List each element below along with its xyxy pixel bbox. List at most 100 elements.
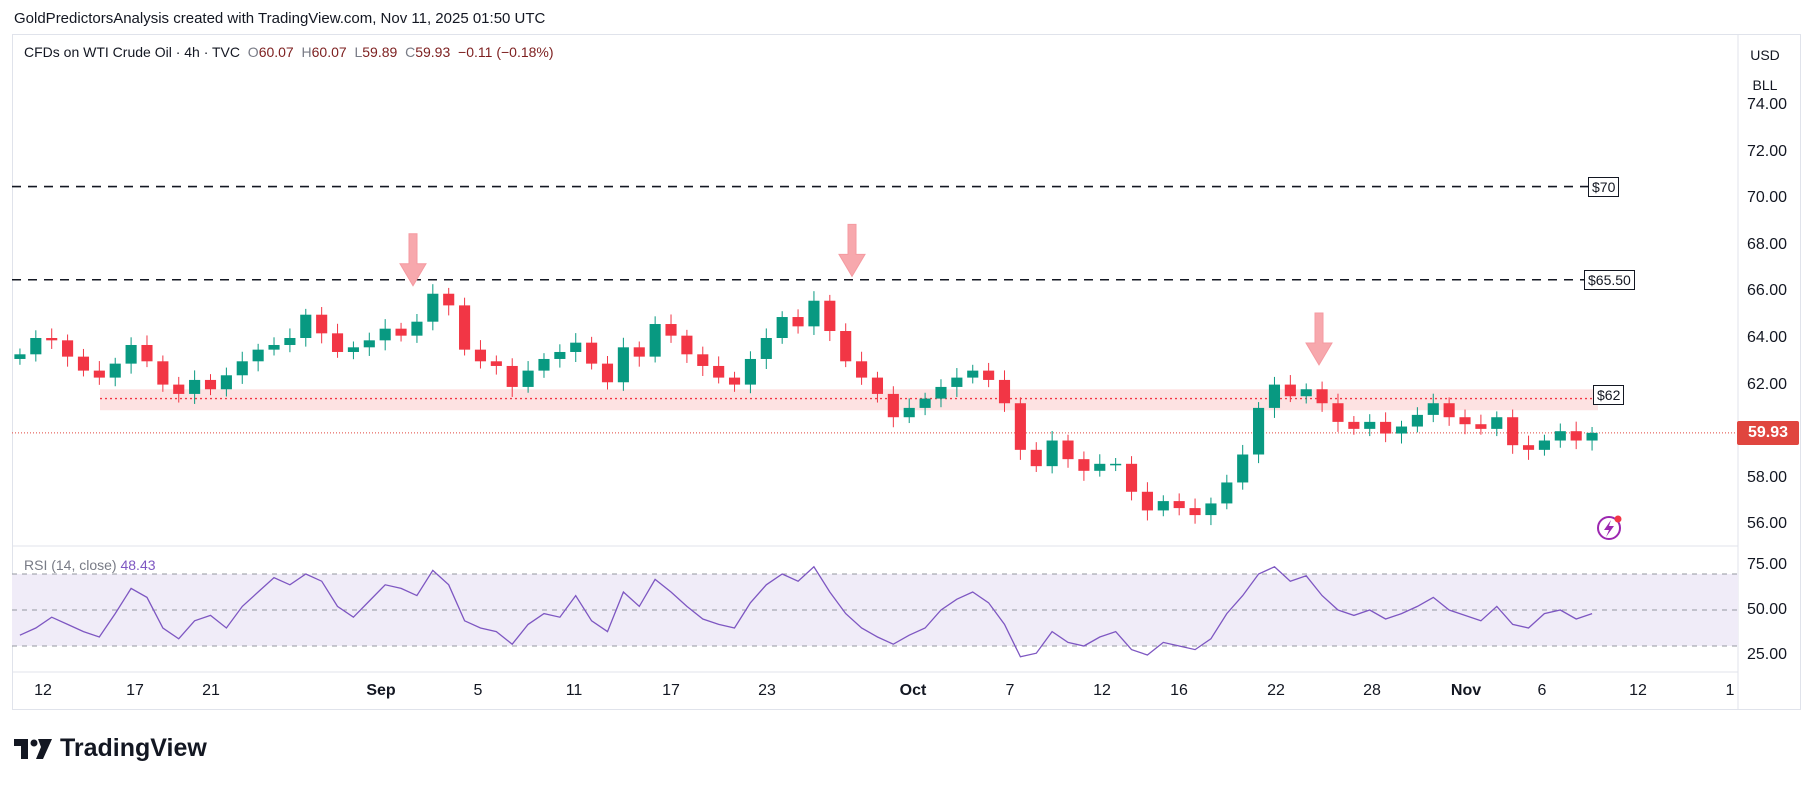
candle-body xyxy=(379,328,391,341)
candle-body xyxy=(601,363,614,383)
rsi-value: 48.43 xyxy=(120,557,156,573)
candle-body xyxy=(1364,421,1376,429)
candle-body xyxy=(538,358,550,371)
open-label: O xyxy=(247,44,259,60)
candle-body xyxy=(1395,426,1408,434)
candle-body xyxy=(633,347,645,357)
candle-body xyxy=(1554,431,1566,441)
chart-frame xyxy=(12,34,1801,710)
price-tick: 66.00 xyxy=(1747,282,1788,300)
candle-body xyxy=(1459,417,1471,425)
candle-body xyxy=(189,379,201,394)
candle-body xyxy=(681,335,693,355)
candle-body xyxy=(347,347,359,352)
candle-body xyxy=(665,324,677,336)
candle-body xyxy=(411,321,423,336)
candle-body xyxy=(792,317,804,327)
candle-body xyxy=(1316,389,1328,404)
candle-body xyxy=(1030,449,1042,467)
candle-body xyxy=(697,354,709,366)
candle-body xyxy=(776,317,788,338)
time-tick: 12 xyxy=(1629,682,1647,699)
close-value: 59.93 xyxy=(415,44,451,60)
candle-body xyxy=(1586,432,1598,441)
time-tick: 23 xyxy=(758,682,776,699)
alert-lightning-icon xyxy=(1597,515,1622,540)
time-tick: 17 xyxy=(662,682,680,699)
rsi-line xyxy=(19,565,1593,658)
unit-button[interactable]: BLL xyxy=(1752,77,1778,93)
low-value: 59.89 xyxy=(362,44,398,60)
tradingview-logo[interactable]: TradingView xyxy=(14,734,207,763)
candle-body xyxy=(1491,417,1503,429)
candle-body xyxy=(713,365,725,378)
candle-body xyxy=(125,344,137,364)
rsi-tick: 75.00 xyxy=(1747,556,1788,573)
candle-body xyxy=(649,324,661,357)
candle-body xyxy=(1221,482,1233,504)
candle-body xyxy=(1268,384,1281,408)
candle-body xyxy=(459,305,471,350)
candle-body xyxy=(427,293,439,322)
change-value: −0.11 (−0.18%) xyxy=(458,44,554,60)
candle-body xyxy=(1300,389,1312,397)
time-tick: 7 xyxy=(1005,682,1015,699)
candle-body xyxy=(617,347,629,383)
candle-body xyxy=(1284,384,1296,397)
candle-body xyxy=(903,407,915,418)
time-tick: 11 xyxy=(565,682,583,699)
candle-body xyxy=(252,349,264,362)
high-label: H xyxy=(301,44,312,60)
candle-body xyxy=(1538,440,1550,450)
candle-body xyxy=(1205,503,1217,516)
candle-body xyxy=(856,361,868,378)
candle-body xyxy=(1507,417,1519,446)
candle-body xyxy=(236,361,248,376)
candle-body xyxy=(474,349,487,362)
candle-body xyxy=(204,379,217,390)
price-tick: 74.00 xyxy=(1747,96,1788,113)
candle-body xyxy=(1475,424,1487,429)
time-tick: 12 xyxy=(1093,682,1111,699)
candle-body xyxy=(983,370,995,380)
candle-body xyxy=(951,377,963,387)
price-tick: 70.00 xyxy=(1747,189,1788,207)
candle-body xyxy=(300,314,312,338)
time-tick: Sep xyxy=(366,682,396,699)
candle-body xyxy=(1380,421,1392,434)
candle-body xyxy=(1332,403,1344,422)
candle-body xyxy=(1173,501,1185,509)
symbol-name: CFDs on WTI Crude Oil · 4h · TVC xyxy=(24,44,241,60)
time-tick: 22 xyxy=(1267,682,1285,699)
candle-body xyxy=(887,393,899,418)
candle-body xyxy=(506,365,518,387)
price-tick: 64.00 xyxy=(1747,329,1788,346)
rsi-tick: 25.00 xyxy=(1747,646,1788,663)
candle-body xyxy=(554,351,566,359)
candle-body xyxy=(1062,440,1074,460)
candle-body xyxy=(1189,508,1201,516)
candle-body xyxy=(1570,431,1582,441)
candle-body xyxy=(77,356,90,371)
rsi-tick: 50.00 xyxy=(1747,601,1788,618)
chart-credit: GoldPredictorsAnalysis created with Trad… xyxy=(14,10,546,27)
candle-body xyxy=(744,358,756,385)
candle-body xyxy=(1157,501,1169,511)
candle-body xyxy=(1141,491,1153,511)
level-tag: $62 xyxy=(1593,384,1625,405)
close-label: C xyxy=(405,44,416,60)
symbol-legend: CFDs on WTI Crude Oil · 4h · TVC O60.07 … xyxy=(24,44,554,60)
candle-body xyxy=(1253,407,1265,455)
candle-body xyxy=(443,293,455,306)
time-tick: 16 xyxy=(1170,682,1188,699)
candle-body xyxy=(1094,463,1106,471)
candle-body xyxy=(109,363,121,378)
candle-body xyxy=(728,377,741,385)
price-tick: 56.00 xyxy=(1747,515,1788,533)
candle-body xyxy=(331,333,344,352)
level-tag: $70 xyxy=(1588,176,1620,197)
candle-body xyxy=(1046,440,1058,467)
candle-body xyxy=(1348,421,1360,429)
currency-button[interactable]: USD xyxy=(1750,47,1780,63)
